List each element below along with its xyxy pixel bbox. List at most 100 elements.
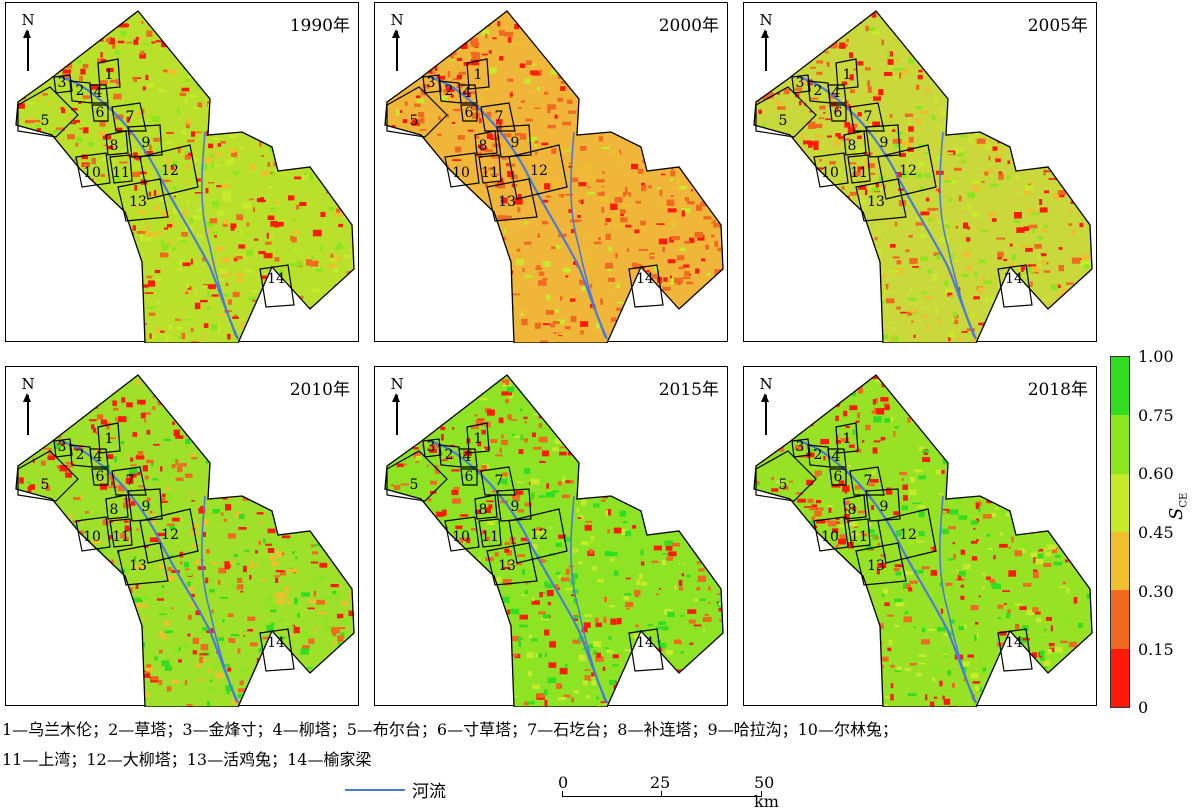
raster-cell — [562, 122, 571, 126]
raster-cell — [335, 303, 342, 307]
raster-cell — [43, 21, 47, 24]
raster-cell — [1093, 219, 1098, 222]
raster-cell — [100, 121, 106, 126]
raster-cell — [413, 589, 417, 593]
raster-cell — [696, 587, 700, 591]
raster-cell — [596, 653, 601, 658]
raster-cell — [705, 316, 711, 321]
raster-cell — [908, 12, 914, 18]
raster-cell — [130, 464, 136, 466]
raster-cell — [1088, 122, 1094, 124]
raster-cell — [40, 532, 47, 537]
raster-cell — [597, 468, 600, 474]
raster-cell — [495, 454, 502, 456]
raster-cell — [295, 123, 300, 129]
raster-cell — [795, 528, 799, 530]
raster-cell — [584, 669, 590, 671]
region-number-label: 9 — [142, 499, 151, 515]
raster-cell — [132, 624, 135, 630]
raster-cell — [414, 239, 420, 242]
raster-cell — [992, 495, 994, 497]
raster-cell — [440, 27, 443, 33]
raster-cell — [140, 235, 144, 241]
raster-cell — [192, 459, 198, 461]
raster-cell — [663, 81, 670, 83]
raster-cell — [96, 241, 100, 247]
raster-cell — [580, 321, 588, 327]
raster-cell — [988, 214, 991, 217]
raster-cell — [1032, 154, 1034, 156]
raster-cell — [544, 402, 550, 405]
raster-cell — [539, 437, 548, 443]
raster-cell — [633, 392, 635, 395]
raster-cell — [448, 375, 456, 379]
raster-cell — [890, 244, 896, 248]
raster-cell — [979, 383, 986, 386]
raster-cell — [1060, 539, 1067, 543]
raster-cell — [992, 693, 997, 695]
raster-cell — [820, 588, 826, 594]
raster-cell — [585, 26, 593, 29]
raster-cell — [54, 248, 62, 250]
raster-cell — [207, 687, 214, 691]
raster-cell — [684, 241, 690, 244]
raster-cell — [928, 269, 932, 274]
raster-cell — [267, 102, 273, 105]
raster-cell — [855, 10, 858, 15]
raster-cell — [295, 134, 297, 140]
raster-cell — [403, 119, 407, 123]
raster-cell — [342, 162, 347, 168]
raster-cell — [856, 148, 864, 153]
raster-cell — [294, 598, 298, 604]
raster-cell — [343, 166, 348, 168]
raster-cell — [260, 122, 263, 124]
raster-cell — [257, 18, 261, 20]
raster-cell — [463, 197, 466, 200]
raster-cell — [205, 18, 214, 25]
raster-cell — [80, 495, 82, 499]
raster-cell — [908, 122, 911, 125]
raster-cell — [79, 128, 84, 130]
raster-cell — [798, 638, 802, 642]
raster-cell — [78, 558, 81, 564]
raster-cell — [483, 385, 486, 389]
raster-cell — [1072, 310, 1080, 314]
raster-cell — [589, 540, 597, 542]
raster-cell — [908, 298, 917, 301]
raster-cell — [334, 112, 339, 116]
raster-cell — [684, 271, 690, 276]
raster-cell — [723, 23, 727, 29]
raster-cell — [633, 30, 635, 33]
raster-cell — [291, 92, 298, 95]
raster-cell — [507, 387, 513, 393]
raster-cell — [1009, 547, 1011, 549]
raster-cell — [654, 546, 662, 551]
raster-cell — [43, 39, 48, 41]
raster-cell — [441, 340, 447, 343]
raster-cell — [434, 256, 440, 259]
raster-cell — [188, 50, 194, 55]
raster-cell — [968, 655, 975, 658]
raster-cell — [1002, 410, 1004, 415]
raster-cell — [633, 389, 636, 391]
raster-cell — [329, 259, 337, 261]
raster-cell — [709, 113, 711, 119]
raster-cell — [272, 604, 280, 608]
raster-cell — [660, 190, 663, 196]
raster-cell — [38, 96, 41, 102]
raster-cell — [216, 185, 221, 187]
raster-cell — [136, 112, 143, 115]
raster-cell — [723, 302, 725, 306]
raster-cell — [718, 418, 721, 421]
raster-cell — [587, 670, 590, 675]
raster-cell — [409, 226, 413, 231]
raster-cell — [203, 285, 208, 289]
raster-cell — [307, 431, 313, 437]
raster-cell — [607, 94, 615, 98]
raster-cell — [867, 330, 872, 333]
raster-cell — [352, 273, 358, 275]
raster-cell — [330, 254, 333, 258]
raster-cell — [854, 68, 857, 70]
raster-cell — [231, 111, 238, 115]
